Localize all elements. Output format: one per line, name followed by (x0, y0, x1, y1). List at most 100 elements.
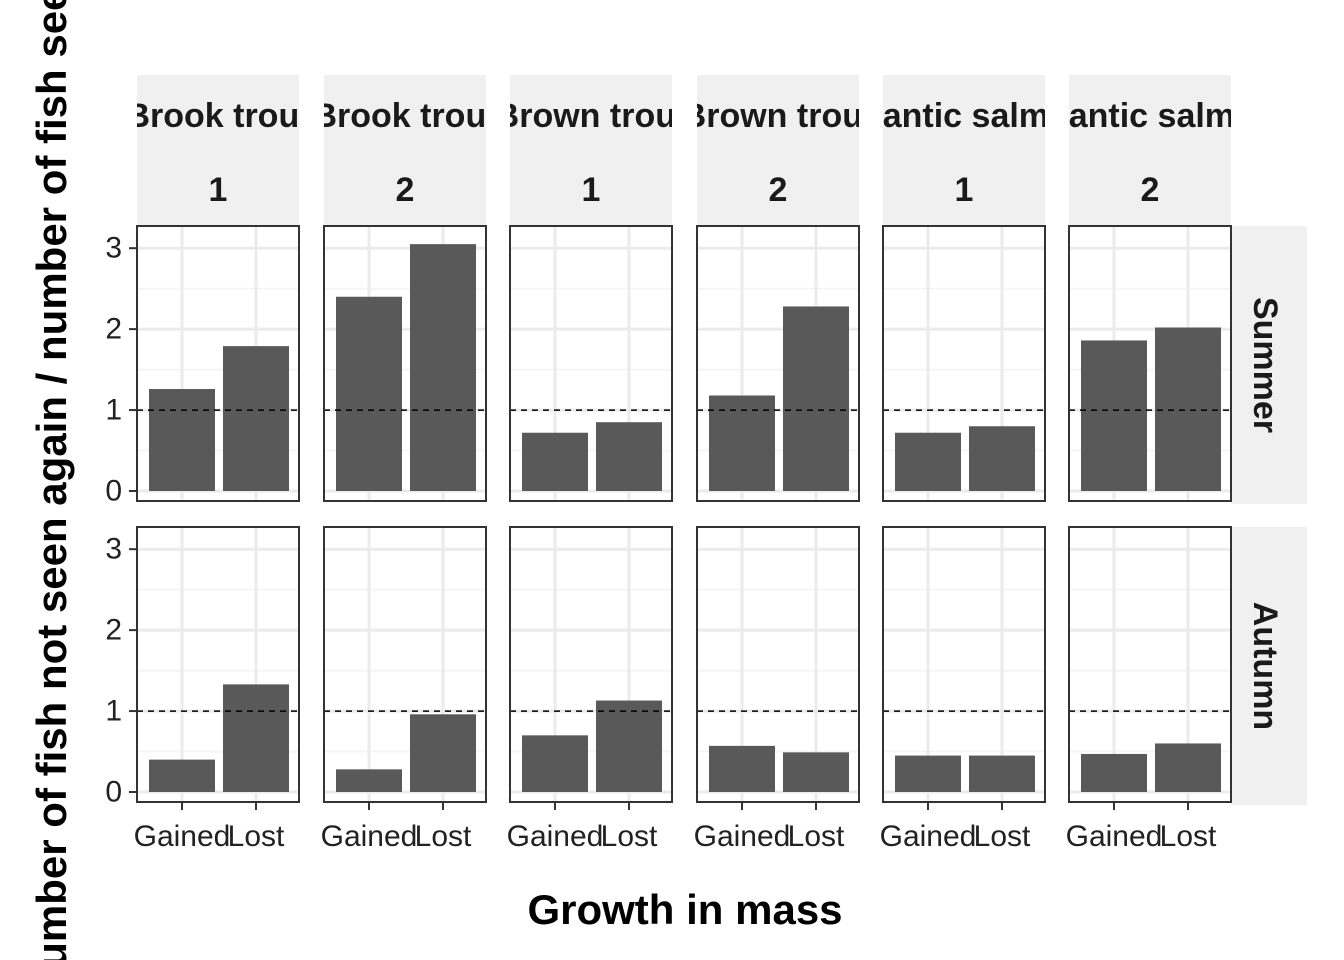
bar (149, 389, 215, 491)
y-tick-label: 0 (105, 475, 122, 508)
facet-panel (1068, 225, 1232, 502)
y-tick-label: 3 (105, 232, 122, 265)
strip-level-label: 2 (769, 171, 788, 209)
y-tick-label: 2 (105, 313, 122, 346)
row-strip: Autumn (1231, 527, 1307, 805)
facet-panel (509, 526, 673, 803)
facet-panel (509, 225, 673, 502)
strip-background (137, 75, 299, 226)
strip-level-label: 1 (209, 171, 228, 209)
facet-panel (696, 526, 860, 803)
panel-border (323, 526, 487, 803)
y-tick-label: 2 (105, 614, 122, 647)
y-tick-label: 1 (105, 394, 122, 427)
bar (1081, 753, 1147, 792)
bar (709, 395, 775, 491)
x-tick-label: Gained (321, 820, 418, 853)
bar (1081, 340, 1147, 491)
x-tick-label: Lost (601, 820, 658, 853)
bar (596, 422, 662, 491)
facet-panels (136, 225, 1232, 803)
y-tick-label: 1 (105, 695, 122, 728)
column-strip: Atlantic salmon 1 (883, 75, 1045, 226)
strip-season-label: Summer (1246, 297, 1284, 433)
strip-background (324, 75, 486, 226)
strip-species-label: Brook trout (312, 97, 497, 135)
panel-border (509, 526, 673, 803)
panel-border (1068, 526, 1232, 803)
facet-panel (323, 225, 487, 502)
bar (223, 684, 289, 792)
bar (783, 752, 849, 792)
x-tick-label: Gained (507, 820, 604, 853)
column-strip: Atlantic salmon 2 (1023, 75, 1276, 226)
column-strip: Brown trout 1 (495, 75, 688, 226)
y-tick-label: 3 (105, 533, 122, 566)
facet-panel (1068, 526, 1232, 803)
facet-panel (882, 225, 1046, 502)
strip-background (1069, 75, 1231, 226)
strip-background (510, 75, 672, 226)
x-tick-label: Lost (1160, 820, 1217, 853)
strip-species-label: Brook trout (125, 97, 310, 135)
strip-species-label: Atlantic salmon (1023, 97, 1276, 135)
facet-panel (882, 526, 1046, 803)
x-tick-label: Lost (228, 820, 285, 853)
panel-border (136, 526, 300, 803)
strip-level-label: 2 (396, 171, 415, 209)
bar (709, 745, 775, 792)
column-strip: Brown trout 2 (682, 75, 875, 226)
x-tick-label: Lost (974, 820, 1031, 853)
strip-background (1231, 527, 1307, 805)
panel-border (882, 526, 1046, 803)
strip-species-label: Brown trout (682, 97, 875, 135)
panel-border (882, 225, 1046, 502)
column-strip: Brook trout 2 (312, 75, 497, 226)
panel-border (136, 225, 300, 502)
facet-panel (136, 526, 300, 803)
x-tick-label: Gained (1066, 820, 1163, 853)
y-axis: 0 1 2 3 (105, 533, 137, 809)
bar (336, 296, 402, 491)
strip-level-label: 1 (955, 171, 974, 209)
x-tick-label: Lost (415, 820, 472, 853)
panel-border (509, 225, 673, 502)
strip-season-label: Autumn (1246, 602, 1284, 730)
bar (1155, 327, 1221, 491)
bar (969, 426, 1035, 491)
strip-level-label: 1 (582, 171, 601, 209)
bar (522, 735, 588, 792)
y-axis-title: Number of fish not seen again / number o… (28, 0, 75, 960)
bar (522, 432, 588, 491)
y-axis: 0 1 2 3 (105, 232, 137, 508)
strip-background (697, 75, 859, 226)
x-tick-label: Gained (134, 820, 231, 853)
strip-background (1231, 226, 1307, 504)
row-strip: Summer (1231, 226, 1307, 504)
panel-border (323, 225, 487, 502)
bar (410, 714, 476, 792)
facet-panel (136, 225, 300, 502)
x-tick-label: Gained (880, 820, 977, 853)
bar (336, 769, 402, 792)
bar (895, 755, 961, 792)
strip-level-label: 2 (1141, 171, 1160, 209)
facet-panel (696, 225, 860, 502)
bar (410, 244, 476, 491)
x-tick-label: Gained (694, 820, 791, 853)
bar (223, 346, 289, 491)
x-tick-label: Lost (788, 820, 845, 853)
strip-species-label: Brown trout (495, 97, 688, 135)
bar (969, 755, 1035, 792)
panel-border (1068, 225, 1232, 502)
panel-border (696, 225, 860, 502)
